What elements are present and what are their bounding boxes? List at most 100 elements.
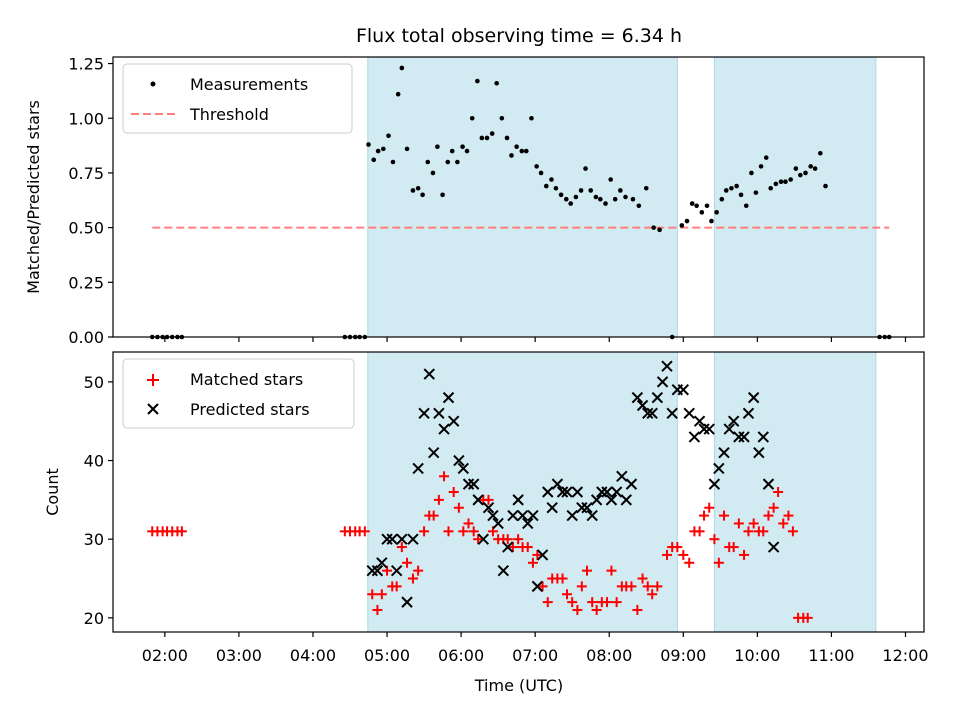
predicted-point	[366, 564, 378, 577]
measurement-point	[793, 166, 799, 171]
predicted-point	[631, 391, 644, 404]
predicted-point	[733, 431, 745, 443]
matched-point	[704, 502, 715, 513]
y-tick-label: 40	[84, 452, 104, 471]
predicted-point	[742, 407, 755, 420]
matched-point	[359, 526, 370, 537]
predicted-point	[433, 407, 445, 420]
matched-point	[748, 518, 759, 529]
measurement-point	[509, 153, 514, 158]
measurement-point	[425, 159, 431, 165]
matched-point	[699, 510, 710, 521]
predicted-point	[427, 446, 440, 459]
predicted-point	[718, 446, 730, 459]
measurement-point	[445, 159, 451, 165]
measurement-point	[684, 218, 690, 224]
predicted-point	[738, 431, 750, 443]
matched-point	[783, 510, 794, 521]
predicted-point	[516, 509, 529, 522]
matched-point	[527, 557, 538, 568]
matched-point	[443, 526, 454, 537]
y-tick-label: 0.00	[68, 328, 104, 347]
measurement-point	[573, 194, 579, 200]
measurement-point	[449, 148, 455, 154]
y-tick-label: 1.25	[68, 55, 104, 74]
measurement-point	[583, 166, 588, 171]
measurement-point	[818, 150, 823, 156]
x-tick-label: 11:00	[808, 646, 854, 665]
predicted-point	[576, 502, 588, 514]
predicted-point	[497, 564, 510, 577]
matched-point	[709, 534, 720, 545]
predicted-point	[556, 486, 569, 498]
measurement-point	[430, 170, 436, 176]
matched-point	[483, 494, 494, 505]
measurement-point	[538, 170, 544, 176]
measurement-point	[719, 196, 725, 202]
measurement-point	[729, 185, 734, 191]
matched-point	[372, 604, 383, 615]
matched-point	[773, 487, 784, 497]
measurement-point	[623, 194, 628, 200]
x-tick-label: 03:00	[216, 646, 262, 665]
counts-ylabel: Count	[43, 468, 62, 516]
predicted-point	[527, 509, 539, 522]
measurement-point	[489, 131, 495, 136]
measurement-point	[460, 144, 465, 149]
measurement-point	[618, 188, 623, 193]
predicted-point	[561, 486, 573, 498]
predicted-point	[412, 462, 424, 475]
ratio-panel: 0.00 0.25 0.50 0.75 1.00 1.25 Matched/Predict…	[24, 55, 925, 347]
matched-point	[428, 510, 439, 521]
predicted-point	[642, 407, 654, 420]
measurement-point	[415, 185, 421, 191]
ratio-panel-frame	[112, 56, 925, 338]
predicted-point	[581, 502, 593, 514]
measurement-point	[494, 80, 499, 86]
y-tick-label: 20	[84, 609, 104, 628]
predicted-point	[386, 533, 398, 545]
predicted-point	[723, 423, 735, 435]
measurement-point	[630, 196, 636, 202]
predicted-point	[502, 541, 514, 553]
predicted-point	[487, 509, 499, 522]
measurement-point	[534, 164, 539, 169]
predicted-point	[381, 533, 393, 545]
matched-point	[463, 518, 474, 529]
matched-point	[402, 557, 413, 568]
x-tick-label: 12:00	[882, 646, 928, 665]
predicted-point	[762, 478, 775, 490]
measurement-point	[723, 188, 729, 193]
measurement-point	[734, 183, 739, 189]
measurement-point	[773, 181, 779, 187]
predicted-point	[396, 533, 408, 545]
measurement-point	[651, 225, 656, 230]
measurement-point	[558, 192, 564, 198]
predicted-point	[757, 431, 769, 443]
measurement-point	[593, 194, 599, 200]
matched-point	[419, 526, 430, 537]
matched-point	[678, 549, 689, 560]
matched-point	[672, 542, 683, 553]
predicted-point	[442, 391, 455, 404]
predicted-point	[371, 564, 384, 577]
matched-point	[591, 604, 602, 615]
predicted-point	[507, 509, 519, 522]
measurement-point	[420, 192, 425, 198]
measurement-point	[709, 218, 714, 224]
predicted-point	[605, 494, 618, 506]
chart-title: Flux total observing time = 6.34 h	[356, 25, 682, 47]
measurement-point	[381, 146, 386, 152]
matched-point	[176, 526, 187, 537]
predicted-point	[610, 486, 623, 498]
matched-point	[787, 526, 798, 537]
predicted-point	[390, 564, 403, 577]
x-tick-label: 07:00	[512, 646, 558, 665]
matched-point	[606, 565, 617, 576]
measurement-point	[375, 148, 381, 154]
predicted-point	[477, 533, 490, 545]
matched-point	[719, 510, 730, 521]
matched-point	[647, 589, 658, 600]
measurement-point	[778, 179, 784, 184]
